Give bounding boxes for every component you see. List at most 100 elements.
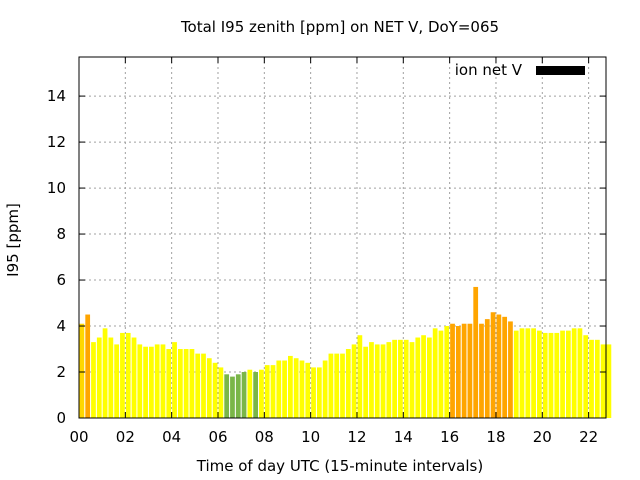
x-tick-label: 06 (208, 428, 227, 446)
legend-label: ion net V (455, 61, 523, 79)
bar (374, 344, 380, 418)
bar (305, 362, 311, 418)
bar (201, 353, 206, 418)
bar (177, 349, 183, 418)
bar (542, 332, 548, 418)
bar (519, 328, 525, 418)
bar (438, 330, 444, 418)
bar (479, 323, 484, 418)
bar (473, 286, 479, 418)
y-tick-label: 8 (56, 225, 66, 243)
bar (525, 328, 531, 418)
bar (444, 326, 450, 418)
bar (183, 349, 189, 418)
bar (415, 337, 421, 418)
bar (554, 332, 560, 418)
grid (79, 57, 606, 418)
bar (583, 335, 589, 418)
bar (467, 323, 473, 418)
bar (131, 337, 137, 418)
x-tick-label: 08 (255, 428, 274, 446)
bar (264, 365, 270, 418)
bar (316, 367, 322, 418)
bar (398, 339, 403, 418)
bar (154, 344, 160, 418)
bar-series (79, 286, 612, 418)
x-tick-label: 00 (69, 428, 88, 446)
bar (490, 312, 496, 418)
bar (426, 337, 432, 418)
plot-frame (78, 56, 607, 419)
x-tick-label: 22 (579, 428, 598, 446)
legend: ion net V (455, 61, 585, 79)
bar (160, 344, 166, 418)
bar (403, 339, 409, 418)
bar (247, 369, 253, 418)
x-tick-label: 20 (533, 428, 552, 446)
bar (96, 337, 102, 418)
bar (496, 314, 502, 418)
bar (392, 339, 397, 418)
bar (299, 360, 305, 418)
bar (363, 346, 369, 418)
bar (589, 339, 594, 418)
bar (386, 342, 392, 418)
x-tick-label: 02 (116, 428, 135, 446)
bar (380, 344, 386, 418)
bar (212, 362, 218, 418)
bar (537, 330, 542, 418)
bar (455, 326, 461, 418)
bar (421, 335, 426, 418)
bar (102, 328, 108, 418)
bar (311, 367, 316, 418)
bar (484, 319, 490, 418)
bar (218, 367, 224, 418)
bar (276, 360, 282, 418)
bar (513, 330, 519, 418)
x-tick-label: 04 (162, 428, 181, 446)
x-tick-label: 10 (301, 428, 320, 446)
bar (143, 346, 148, 418)
y-tick-label: 4 (56, 317, 66, 335)
bar (606, 344, 612, 418)
bar (508, 321, 513, 418)
bar (531, 328, 536, 418)
bar (120, 332, 125, 418)
bar (114, 344, 120, 418)
bar (108, 337, 114, 418)
bar (125, 332, 131, 418)
bar (253, 372, 259, 418)
bar (328, 353, 334, 418)
bar (577, 328, 583, 418)
bar (137, 344, 143, 418)
y-tick-label: 14 (47, 87, 66, 105)
bar (224, 374, 230, 418)
bar (91, 342, 96, 418)
bar (345, 349, 351, 418)
x-axis-label: Time of day UTC (15-minute intervals) (196, 457, 483, 475)
bar (600, 344, 606, 418)
bar (502, 316, 508, 418)
bar (293, 358, 299, 418)
bar (282, 360, 287, 418)
bar (85, 314, 91, 418)
y-tick-label: 12 (47, 133, 66, 151)
bar (565, 330, 571, 418)
y-axis-label: I95 [ppm] (4, 203, 22, 277)
bar (235, 374, 241, 418)
bar (594, 339, 600, 418)
bar (334, 353, 340, 418)
bar (571, 328, 577, 418)
bar (172, 342, 177, 418)
x-tick-label: 18 (486, 428, 505, 446)
bar (450, 323, 455, 418)
bar (288, 355, 293, 418)
bar (461, 323, 467, 418)
legend-swatch (536, 66, 585, 75)
bar (149, 346, 154, 418)
bar (357, 335, 363, 418)
bar (241, 372, 247, 418)
